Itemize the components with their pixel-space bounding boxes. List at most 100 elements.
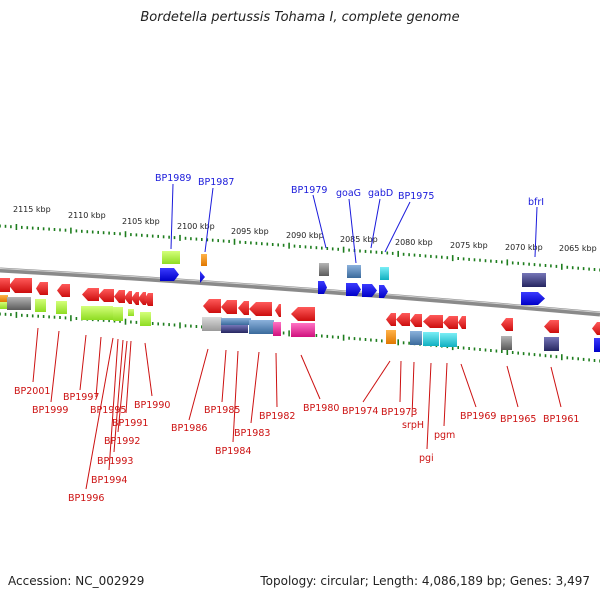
label-leader (506, 365, 519, 408)
label-leader (108, 338, 119, 471)
gene-feature (0, 278, 10, 292)
gene-feature (200, 271, 205, 283)
gene-feature (522, 273, 546, 287)
label-leader (85, 337, 114, 490)
gene-feature (379, 285, 388, 298)
accession-text: Accession: NC_002929 (8, 574, 145, 588)
scale-label: 2090 kbp (286, 231, 324, 240)
gene-label-bp1993: BP1993 (97, 456, 133, 467)
gene-label-bp1989: BP1989 (155, 173, 191, 184)
gene-feature (440, 333, 457, 347)
gene-feature (35, 299, 46, 312)
label-leader (221, 349, 227, 403)
gene-feature (410, 314, 422, 327)
gene-feature (202, 317, 222, 331)
gene-label-bp1986: BP1986 (171, 423, 207, 434)
genome-backbone (0, 267, 600, 317)
gene-label-bp1983: BP1983 (234, 428, 270, 439)
scale-label: 2095 kbp (231, 227, 269, 236)
scale-label: 2075 kbp (450, 241, 488, 250)
gene-feature (362, 284, 377, 297)
scale-label: 2080 kbp (395, 238, 433, 247)
gene-feature (544, 337, 559, 351)
gene-feature (410, 331, 422, 345)
gene-feature (221, 325, 248, 333)
gene-feature (131, 292, 139, 305)
gene-feature (144, 293, 153, 306)
gene-feature (138, 292, 146, 305)
gene-feature (160, 268, 179, 281)
label-leader (300, 354, 321, 400)
label-leader (348, 198, 357, 264)
top-strand-features (160, 251, 546, 305)
gene-label-bp1990: BP1990 (134, 400, 170, 411)
gene-feature (458, 316, 466, 329)
gene-feature (201, 254, 207, 266)
gene-feature (56, 301, 67, 314)
gene-feature (238, 301, 249, 315)
label-leader (50, 330, 60, 403)
gene-label-bp1982: BP1982 (259, 411, 295, 422)
gene-feature (7, 297, 31, 310)
label-leader (79, 334, 87, 391)
gene-label-bp1999: BP1999 (32, 405, 68, 416)
label-leader (384, 201, 411, 253)
gene-feature (221, 300, 237, 314)
gene-label-gabd: gabD (368, 188, 393, 199)
gene-feature (346, 283, 361, 296)
gene-label-bp1965: BP1965 (500, 414, 536, 425)
topology-text: Topology: circular; Length: 4,086,189 bp… (260, 574, 590, 588)
label-leader (204, 187, 214, 253)
gene-feature (0, 295, 8, 302)
gene-label-bp1985: BP1985 (204, 405, 240, 416)
gene-feature (380, 267, 389, 280)
scale-label: 2115 kbp (13, 205, 51, 214)
gene-label-pgm: pgm (434, 430, 455, 441)
bottom-gene-labels: BP2001 BP1999 BP1997 BP1995 BP1996 BP199… (14, 327, 579, 504)
gene-feature (423, 332, 439, 346)
gene-feature (128, 309, 134, 316)
scale-label: 2065 kbp (559, 244, 597, 253)
gene-feature (386, 313, 396, 326)
gene-label-bp1987: BP1987 (198, 177, 234, 188)
gene-label-bp1994: BP1994 (91, 475, 127, 486)
label-leader (312, 194, 327, 249)
gene-label-bp1973: BP1973 (381, 407, 417, 418)
map-title: Bordetella pertussis Tohama I, complete … (140, 10, 460, 25)
label-leader (170, 183, 174, 250)
gene-feature (319, 263, 329, 276)
label-leader (250, 351, 260, 424)
label-leader (399, 360, 402, 403)
gene-label-bp1984: BP1984 (215, 446, 251, 457)
gene-label-bp1961: BP1961 (543, 414, 579, 425)
scale-label: 2100 kbp (177, 222, 215, 231)
gene-feature (592, 322, 600, 335)
label-leader (144, 342, 153, 397)
gene-feature (57, 284, 70, 297)
gene-label-goag: goaG (336, 188, 361, 199)
gene-feature (423, 315, 443, 328)
gene-feature (36, 282, 48, 295)
bottom-strand-features (0, 278, 600, 352)
gene-feature (521, 292, 545, 305)
label-leader (113, 339, 124, 453)
gene-label-bp1995: BP1995 (90, 405, 126, 416)
scale-label: 2110 kbp (68, 211, 106, 220)
gene-label-bp1979: BP1979 (291, 185, 327, 196)
gene-feature (81, 306, 113, 320)
gene-feature (594, 338, 600, 352)
label-leader (232, 350, 239, 443)
gene-feature (275, 304, 281, 317)
label-leader (95, 336, 102, 398)
label-leader (411, 361, 415, 418)
label-leader (117, 340, 128, 433)
gene-feature (249, 320, 274, 334)
gene-feature (98, 289, 114, 302)
gene-feature (501, 336, 512, 350)
gene-feature (291, 307, 315, 321)
scale-label: 2070 kbp (505, 243, 543, 252)
gene-label-bp1980: BP1980 (303, 403, 339, 414)
gene-feature (544, 320, 559, 333)
label-leader (443, 362, 448, 427)
